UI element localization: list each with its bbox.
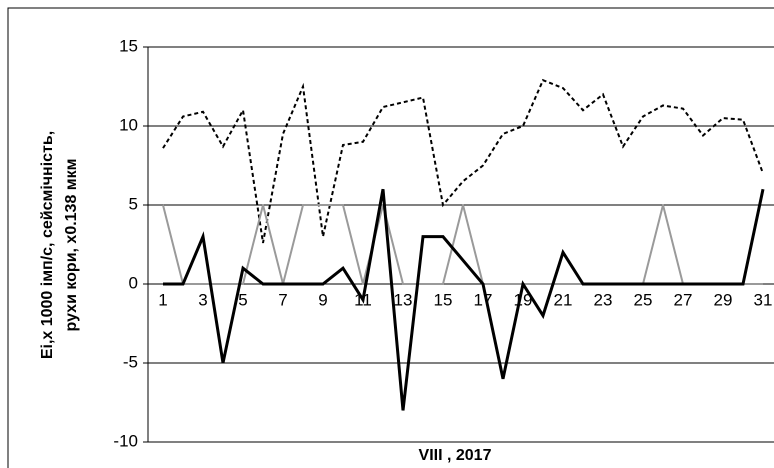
- x-tick-label: 9: [318, 290, 327, 309]
- x-tick-label: 25: [634, 290, 653, 309]
- series-line: [162, 78, 764, 244]
- y-tick-label: 0: [129, 273, 138, 292]
- x-tick-label: 23: [594, 290, 613, 309]
- x-tick-label: 3: [198, 290, 207, 309]
- y-axis-label-line: рухи кори, х0.138 мкм: [63, 159, 80, 332]
- series-line: [162, 204, 763, 285]
- y-axis-label-line: Еі,х 1000 імп/с, сейсмічність,: [39, 131, 56, 359]
- series-line: [163, 188, 765, 411]
- x-tick-label: 1: [158, 290, 167, 309]
- x-tick-label: 15: [434, 290, 453, 309]
- y-tick-label: -5: [123, 352, 138, 371]
- chart-frame: [7, 7, 774, 468]
- y-axis-label: Еі,х 1000 імп/с, сейсмічність, рухи кори…: [39, 131, 80, 359]
- y-tick-label: 5: [129, 194, 138, 213]
- x-tick-label: 27: [674, 290, 693, 309]
- y-tick-label: -10: [113, 431, 138, 450]
- x-axis-label: VIII , 2017: [419, 447, 492, 464]
- y-tick-label: 15: [119, 36, 138, 55]
- x-tick-label: 21: [554, 290, 573, 309]
- x-tick-label: 7: [278, 290, 287, 309]
- x-tick-label: 13: [394, 290, 413, 309]
- x-tick-label: 5: [238, 290, 247, 309]
- y-tick-label: 10: [119, 115, 138, 134]
- x-tick-label: 29: [714, 290, 733, 309]
- x-tick-label: 31: [754, 290, 773, 309]
- x-tick-label: 17: [474, 290, 493, 309]
